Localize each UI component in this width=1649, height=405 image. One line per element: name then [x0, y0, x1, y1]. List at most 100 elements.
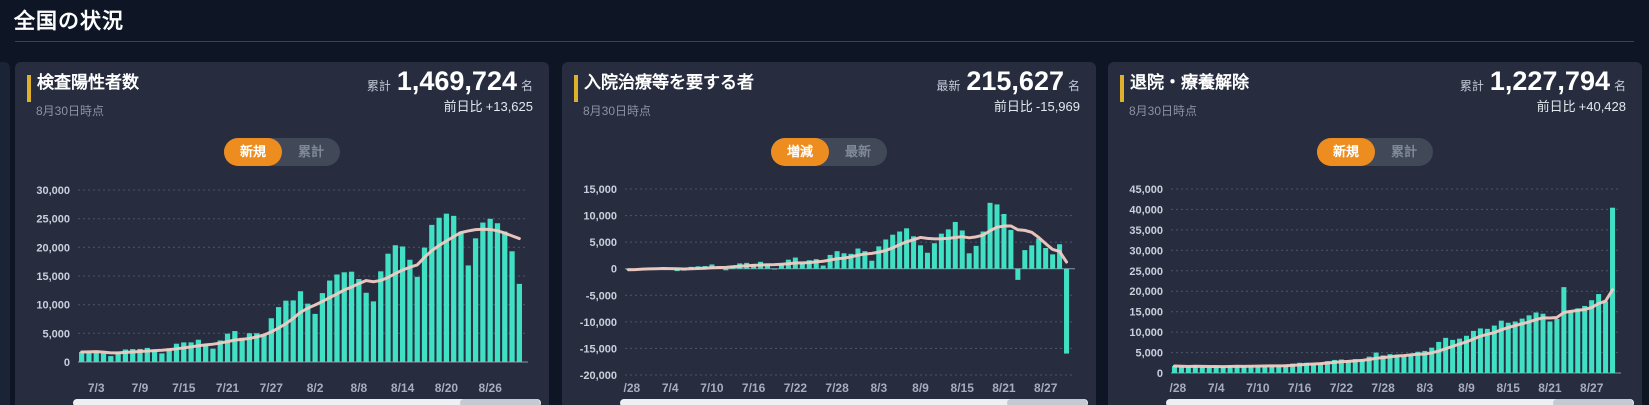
svg-text:7/10: 7/10 — [700, 381, 724, 395]
svg-text:7/27: 7/27 — [260, 381, 284, 395]
accent-bar — [27, 75, 31, 102]
page-title: 全国の状況 — [14, 10, 124, 33]
chart-scrollbar[interactable] — [73, 399, 541, 405]
chart-mode-toggle: 増減 最新 — [770, 138, 888, 166]
svg-text:10,000: 10,000 — [36, 300, 70, 312]
svg-text:8/9: 8/9 — [912, 381, 929, 395]
svg-text:20,000: 20,000 — [1129, 286, 1163, 298]
stat-unit: 名 — [1067, 79, 1080, 93]
chart-mode-toggle: 新規 累計 — [223, 138, 341, 166]
card-date: 8月30日時点 — [36, 104, 105, 118]
card-title: 検査陽性者数 — [37, 73, 139, 92]
svg-text:7/28: 7/28 — [825, 381, 849, 395]
svg-text:7/3: 7/3 — [88, 381, 105, 395]
stat-main: 累計 1,227,794 名 — [1460, 66, 1626, 97]
svg-text:7/9: 7/9 — [132, 381, 149, 395]
card-title: 退院・療養解除 — [1130, 73, 1249, 92]
scrollbar-thumb[interactable] — [460, 399, 540, 405]
svg-text:8/15: 8/15 — [1497, 381, 1521, 395]
svg-text:8/26: 8/26 — [479, 381, 503, 395]
svg-text:7/4: 7/4 — [662, 381, 679, 395]
svg-text:6/28: 6/28 — [617, 381, 641, 395]
svg-text:8/15: 8/15 — [951, 381, 975, 395]
svg-text:7/22: 7/22 — [784, 381, 808, 395]
diff-label: 前日比 — [993, 99, 1033, 115]
adjacent-card-sliver — [0, 62, 10, 405]
svg-text:8/8: 8/8 — [351, 381, 368, 395]
svg-text:8/27: 8/27 — [1034, 381, 1058, 395]
svg-text:7/16: 7/16 — [742, 381, 766, 395]
toggle-option-new[interactable]: 新規 — [223, 138, 282, 166]
svg-text:25,000: 25,000 — [36, 214, 70, 226]
svg-text:15,000: 15,000 — [583, 184, 617, 196]
stat-block: 累計 1,227,794 名 前日比 +40,428 — [1460, 66, 1626, 115]
svg-text:-10,000: -10,000 — [580, 317, 617, 329]
svg-text:0: 0 — [1157, 368, 1163, 380]
svg-text:40,000: 40,000 — [1129, 204, 1163, 216]
svg-text:7/22: 7/22 — [1330, 381, 1354, 395]
discharged-bar-chart[interactable]: 0 5,000 10,000 15,000 20,000 25,000 30,000 35,0… — [1116, 170, 1626, 396]
day-diff: 前日比 -15,969 — [936, 99, 1080, 115]
svg-text:0: 0 — [64, 357, 70, 369]
hospitalized-bar-chart[interactable]: -20,000 -15,000 -10,000 -5,000 0 5,000 10,000 1… — [570, 170, 1080, 396]
stat-label: 累計 — [366, 79, 391, 93]
accent-bar — [574, 75, 578, 102]
stat-main: 最新 215,627 名 — [936, 66, 1080, 97]
card-date: 8月30日時点 — [1129, 104, 1198, 118]
chart-scrollbar[interactable] — [1166, 399, 1634, 405]
diff-value: +13,625 — [485, 99, 533, 115]
svg-text:7/15: 7/15 — [172, 381, 196, 395]
svg-text:15,000: 15,000 — [1129, 307, 1163, 319]
svg-text:7/4: 7/4 — [1208, 381, 1225, 395]
stat-unit: 名 — [520, 79, 533, 93]
diff-label: 前日比 — [443, 99, 483, 115]
svg-text:35,000: 35,000 — [1129, 225, 1163, 237]
stat-label: 最新 — [936, 79, 961, 93]
day-diff: 前日比 +40,428 — [1460, 99, 1626, 115]
accent-bar — [1120, 75, 1124, 102]
card-discharged: 退院・療養解除 8月30日時点 累計 1,227,794 名 前日比 +40,428 … — [1108, 62, 1642, 405]
svg-text:20,000: 20,000 — [36, 242, 70, 254]
svg-text:5,000: 5,000 — [42, 328, 70, 340]
scrollbar-thumb[interactable] — [1553, 399, 1633, 405]
toggle-option-change[interactable]: 増減 — [770, 138, 829, 166]
day-diff: 前日比 +13,625 — [367, 99, 533, 115]
card-positive-tests: 検査陽性者数 8月30日時点 累計 1,469,724 名 前日比 +13,625 新… — [15, 62, 549, 405]
svg-text:0: 0 — [611, 264, 617, 276]
svg-text:8/3: 8/3 — [1416, 381, 1433, 395]
toggle-option-latest[interactable]: 最新 — [829, 138, 887, 166]
toggle-option-cumulative[interactable]: 累計 — [1375, 138, 1433, 166]
stat-value: 1,227,794 — [1489, 66, 1610, 96]
scrollbar-thumb[interactable] — [1007, 399, 1087, 405]
svg-text:10,000: 10,000 — [1129, 327, 1163, 339]
svg-text:7/28: 7/28 — [1371, 381, 1395, 395]
svg-text:8/21: 8/21 — [1538, 381, 1562, 395]
svg-text:8/27: 8/27 — [1580, 381, 1604, 395]
stat-label: 累計 — [1459, 79, 1484, 93]
svg-text:-5,000: -5,000 — [586, 290, 617, 302]
card-date: 8月30日時点 — [583, 104, 652, 118]
stat-block: 累計 1,469,724 名 前日比 +13,625 — [367, 66, 533, 115]
svg-text:30,000: 30,000 — [36, 185, 70, 197]
svg-text:8/14: 8/14 — [391, 381, 415, 395]
diff-label: 前日比 — [1536, 99, 1576, 115]
stat-main: 累計 1,469,724 名 — [367, 66, 533, 97]
svg-text:8/20: 8/20 — [435, 381, 459, 395]
svg-text:7/21: 7/21 — [216, 381, 240, 395]
stat-block: 最新 215,627 名 前日比 -15,969 — [936, 66, 1080, 115]
svg-text:25,000: 25,000 — [1129, 266, 1163, 278]
svg-text:30,000: 30,000 — [1129, 245, 1163, 257]
stat-value: 1,469,724 — [396, 66, 517, 96]
chart-scrollbar[interactable] — [620, 399, 1088, 405]
card-hospitalized: 入院治療等を要する者 8月30日時点 最新 215,627 名 前日比 -15,969… — [562, 62, 1096, 405]
toggle-option-cumulative[interactable]: 累計 — [282, 138, 340, 166]
svg-text:15,000: 15,000 — [36, 271, 70, 283]
svg-text:6/28: 6/28 — [1163, 381, 1187, 395]
svg-text:7/10: 7/10 — [1246, 381, 1270, 395]
svg-text:8/9: 8/9 — [1458, 381, 1475, 395]
svg-text:8/2: 8/2 — [307, 381, 324, 395]
toggle-option-new[interactable]: 新規 — [1316, 138, 1375, 166]
positive-tests-bar-chart[interactable]: 0 5,000 10,000 15,000 20,000 25,000 30,000 7/3 7… — [23, 170, 533, 396]
stat-value: 215,627 — [966, 66, 1064, 96]
svg-text:-15,000: -15,000 — [580, 343, 617, 355]
